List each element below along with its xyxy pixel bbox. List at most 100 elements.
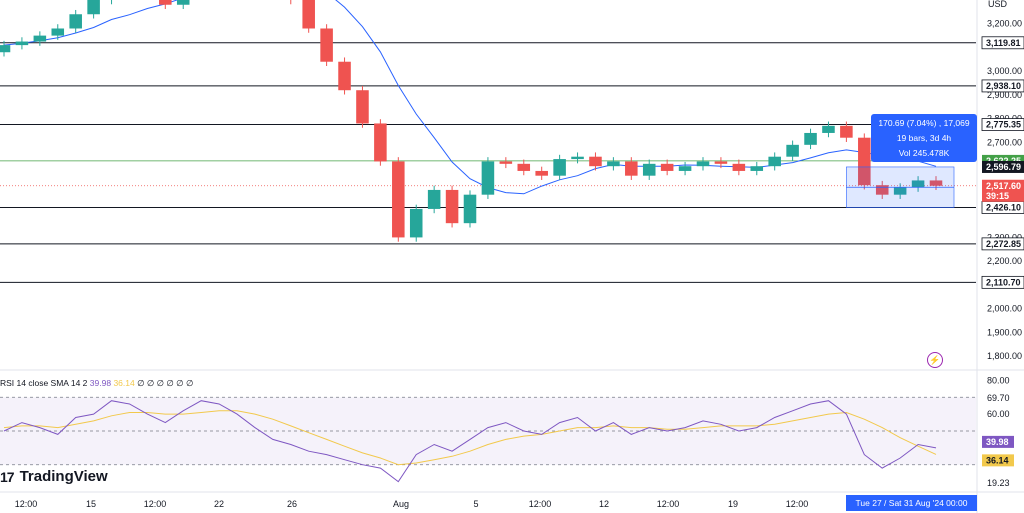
- measure-tooltip: 170.69 (7.04%) , 17,069 19 bars, 3d 4h V…: [871, 114, 977, 162]
- level-tag[interactable]: [981, 79, 1024, 93]
- price-tag[interactable]: [982, 160, 1024, 173]
- candle[interactable]: [858, 137, 871, 186]
- level-tag[interactable]: [981, 36, 1024, 50]
- candle[interactable]: [517, 163, 531, 171]
- candle[interactable]: [714, 161, 728, 164]
- candle[interactable]: [768, 156, 781, 167]
- tradingview-wordmark: TradingView: [19, 468, 108, 485]
- candle[interactable]: [660, 163, 674, 171]
- measure-tooltip-line2: 19 bars, 3d 4h: [896, 133, 952, 143]
- date-range-badge[interactable]: Tue 27 / Sat 31 Aug '24 00:00: [846, 495, 977, 511]
- candle[interactable]: [607, 161, 620, 167]
- time-tick: 26: [287, 499, 297, 509]
- rsi-legend-label: RSI 14 close SMA 14 2: [0, 378, 88, 388]
- candle[interactable]: [87, 0, 100, 15]
- candle[interactable]: [481, 161, 495, 195]
- candle[interactable]: [678, 166, 692, 171]
- candle[interactable]: [302, 0, 315, 29]
- candle[interactable]: [159, 0, 172, 5]
- price-tag-label: 2,622.25: [986, 156, 1021, 166]
- rsi-value-tag[interactable]: [982, 454, 1014, 467]
- candle[interactable]: [929, 180, 943, 186]
- level-tag[interactable]: [981, 237, 1024, 251]
- rsi-legend-sma: 36.14: [113, 378, 135, 388]
- candle[interactable]: [732, 163, 746, 171]
- candle[interactable]: [427, 189, 441, 209]
- rsi-panel: [0, 396, 976, 466]
- time-tick: 15: [86, 499, 96, 509]
- rsi-tick: 60.00: [987, 409, 1010, 419]
- candle[interactable]: [589, 156, 602, 167]
- candle[interactable]: [840, 125, 853, 138]
- candle[interactable]: [553, 159, 566, 176]
- candle[interactable]: [320, 28, 333, 62]
- rsi-axis[interactable]: 80.00 69.70 60.00 19.23 39.98 36.14: [982, 375, 1014, 488]
- rsi-legend[interactable]: RSI 14 close SMA 14 2 39.98 36.14 ∅ ∅ ∅ …: [0, 378, 193, 389]
- currency-label: USD: [988, 0, 1008, 9]
- rsi-legend-tail: ∅ ∅ ∅ ∅ ∅ ∅: [137, 378, 194, 388]
- measure-tooltip-line3: Vol 245.478K: [898, 148, 950, 158]
- time-tick: 5: [473, 499, 478, 509]
- time-tick: 12:00: [144, 499, 167, 509]
- candle[interactable]: [875, 185, 889, 195]
- candle[interactable]: [176, 0, 190, 5]
- level-tag-label: 2,272.85: [986, 239, 1021, 249]
- tradingview-logo[interactable]: 17 TradingView: [0, 468, 108, 485]
- candle[interactable]: [786, 144, 799, 157]
- level-tag-label: 2,775.35: [986, 120, 1021, 130]
- rsi-tick: 19.23: [987, 478, 1010, 488]
- tradingview-mark-icon: 17: [0, 468, 15, 485]
- price-tick: 2,200.00: [987, 256, 1022, 266]
- candle[interactable]: [356, 90, 369, 124]
- time-tick: 12: [599, 499, 609, 509]
- price-tag-label: 2,517.60: [986, 181, 1021, 191]
- price-tag-label: 2,596.79: [986, 162, 1021, 172]
- candle[interactable]: [409, 208, 423, 238]
- candle[interactable]: [445, 189, 459, 224]
- candle[interactable]: [463, 194, 477, 224]
- lightning-icon[interactable]: ⚡: [927, 352, 943, 368]
- candle[interactable]: [15, 41, 29, 46]
- rsi-value-tag[interactable]: [982, 435, 1014, 448]
- measure-box[interactable]: [846, 166, 955, 208]
- level-tag-label: 3,119.81: [986, 38, 1021, 48]
- candle[interactable]: [33, 35, 47, 42]
- rsi-tick: 69.70: [987, 393, 1010, 403]
- level-tag[interactable]: [981, 118, 1024, 131]
- price-tick: 2,700.00: [987, 137, 1022, 147]
- price-tick: 2,900.00: [987, 90, 1022, 100]
- candle[interactable]: [822, 125, 835, 133]
- candle[interactable]: [696, 161, 710, 167]
- level-tag[interactable]: [981, 275, 1024, 289]
- rsi-lines: [3, 400, 937, 483]
- candle[interactable]: [51, 28, 65, 36]
- candle[interactable]: [804, 132, 817, 145]
- time-tick: 12:00: [657, 499, 680, 509]
- candle[interactable]: [69, 14, 82, 29]
- price-tag[interactable]: [982, 179, 1024, 202]
- level-tag-label: 2,938.10: [986, 81, 1021, 91]
- candle[interactable]: [893, 187, 907, 195]
- time-axis[interactable]: 12:00 15 12:00 22 26 Aug 5 12:00 12 12:00 19 12:00: [15, 499, 809, 509]
- candle[interactable]: [911, 180, 925, 188]
- levels-layer: [0, 42, 976, 283]
- candle[interactable]: [338, 61, 351, 91]
- candle[interactable]: [374, 123, 387, 162]
- countdown-label: 39:15: [986, 191, 1009, 201]
- time-tick: Aug: [393, 499, 409, 509]
- candle[interactable]: [642, 163, 656, 176]
- candle[interactable]: [750, 166, 764, 171]
- candles-layer[interactable]: [0, 0, 943, 242]
- candle[interactable]: [499, 161, 513, 164]
- candle[interactable]: [625, 161, 638, 176]
- candle[interactable]: [392, 161, 405, 238]
- candle[interactable]: [0, 45, 11, 53]
- candle[interactable]: [571, 156, 584, 160]
- candle[interactable]: [535, 170, 548, 176]
- time-tick: 12:00: [529, 499, 552, 509]
- price-axis[interactable]: USD3,200.003,000.002,900.002,800.002,700…: [981, 0, 1024, 361]
- price-tick: 1,800.00: [987, 351, 1022, 361]
- rsi-legend-value: 39.98: [89, 378, 112, 388]
